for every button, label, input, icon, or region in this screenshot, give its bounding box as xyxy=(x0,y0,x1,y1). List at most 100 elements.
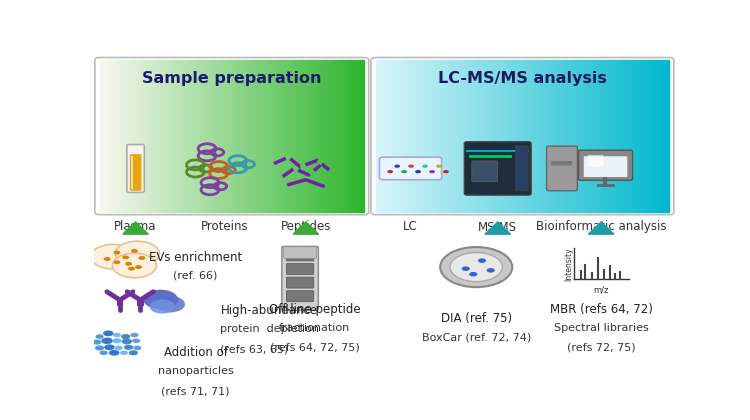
Bar xyxy=(181,60,183,212)
Bar xyxy=(378,60,380,212)
Text: protein  depletion: protein depletion xyxy=(220,324,320,334)
Bar xyxy=(104,60,106,212)
Bar xyxy=(635,60,638,212)
Circle shape xyxy=(132,339,140,343)
Circle shape xyxy=(95,334,104,339)
Bar xyxy=(525,60,527,212)
Circle shape xyxy=(429,170,435,173)
Bar xyxy=(344,60,346,212)
Bar xyxy=(393,60,395,212)
Bar xyxy=(254,60,256,212)
Bar xyxy=(267,60,269,212)
Text: nanoparticles: nanoparticles xyxy=(158,366,233,376)
Circle shape xyxy=(104,344,115,350)
Circle shape xyxy=(416,170,421,173)
Bar xyxy=(556,60,559,212)
FancyBboxPatch shape xyxy=(584,156,627,177)
Circle shape xyxy=(112,253,157,278)
Bar xyxy=(471,60,473,212)
Bar xyxy=(280,60,283,212)
Text: Plasma: Plasma xyxy=(114,220,157,233)
Bar xyxy=(523,60,525,212)
Bar xyxy=(427,60,430,212)
FancyBboxPatch shape xyxy=(286,250,314,261)
Text: DIA (ref. 75): DIA (ref. 75) xyxy=(441,312,512,326)
Bar xyxy=(513,60,515,212)
Circle shape xyxy=(113,333,121,337)
Bar xyxy=(383,60,386,212)
Bar xyxy=(581,60,584,212)
Bar xyxy=(283,60,285,212)
Bar xyxy=(208,60,210,212)
Bar xyxy=(376,60,378,212)
Bar xyxy=(298,60,300,212)
Bar xyxy=(272,60,274,212)
Bar xyxy=(539,60,542,212)
Text: Peptides: Peptides xyxy=(280,220,331,233)
Bar xyxy=(498,60,500,212)
Polygon shape xyxy=(589,222,614,234)
Bar xyxy=(442,60,444,212)
Circle shape xyxy=(401,170,407,173)
Bar xyxy=(493,60,496,212)
Bar xyxy=(100,60,102,212)
Bar xyxy=(309,60,311,212)
Bar xyxy=(201,60,203,212)
Circle shape xyxy=(103,331,113,336)
Bar xyxy=(486,60,488,212)
Bar xyxy=(390,60,393,212)
Bar xyxy=(400,60,403,212)
Text: (ref. 66): (ref. 66) xyxy=(173,271,217,281)
Bar xyxy=(444,60,446,212)
Bar xyxy=(335,60,338,212)
Bar xyxy=(293,60,296,212)
Bar xyxy=(574,60,576,212)
Bar xyxy=(245,60,248,212)
Bar xyxy=(434,60,436,212)
Text: Proteins: Proteins xyxy=(201,220,248,233)
FancyBboxPatch shape xyxy=(551,161,572,165)
Polygon shape xyxy=(123,222,148,234)
Text: EVs enrichment: EVs enrichment xyxy=(148,251,242,264)
Bar xyxy=(152,60,154,212)
Bar xyxy=(618,60,620,212)
Circle shape xyxy=(422,165,428,168)
Circle shape xyxy=(104,257,110,261)
Circle shape xyxy=(128,267,135,270)
Bar xyxy=(586,60,589,212)
Bar xyxy=(576,60,579,212)
Bar xyxy=(185,60,188,212)
Bar xyxy=(481,60,483,212)
Bar xyxy=(166,60,168,212)
Circle shape xyxy=(92,339,101,345)
Bar xyxy=(554,60,556,212)
Bar xyxy=(148,60,150,212)
Circle shape xyxy=(130,333,139,337)
Circle shape xyxy=(113,260,121,264)
Circle shape xyxy=(139,256,146,260)
Bar xyxy=(478,60,481,212)
Bar xyxy=(203,60,206,212)
Bar xyxy=(320,60,322,212)
Text: Intensity: Intensity xyxy=(565,247,574,281)
Bar xyxy=(338,60,340,212)
Text: (refs 72, 75): (refs 72, 75) xyxy=(567,343,635,353)
Bar xyxy=(278,60,280,212)
Bar xyxy=(500,60,502,212)
Polygon shape xyxy=(485,222,511,234)
Polygon shape xyxy=(293,222,319,234)
Bar xyxy=(216,60,218,212)
Bar xyxy=(420,60,422,212)
Bar xyxy=(276,60,278,212)
Text: (refs 71, 71): (refs 71, 71) xyxy=(161,386,230,396)
Circle shape xyxy=(122,339,132,344)
Bar xyxy=(566,60,569,212)
Bar xyxy=(449,60,452,212)
Bar xyxy=(506,60,508,212)
Circle shape xyxy=(112,338,122,344)
Text: BoxCar (ref. 72, 74): BoxCar (ref. 72, 74) xyxy=(422,332,531,342)
Bar xyxy=(562,60,564,212)
Bar xyxy=(490,60,493,212)
Bar xyxy=(620,60,622,212)
Bar xyxy=(605,60,608,212)
